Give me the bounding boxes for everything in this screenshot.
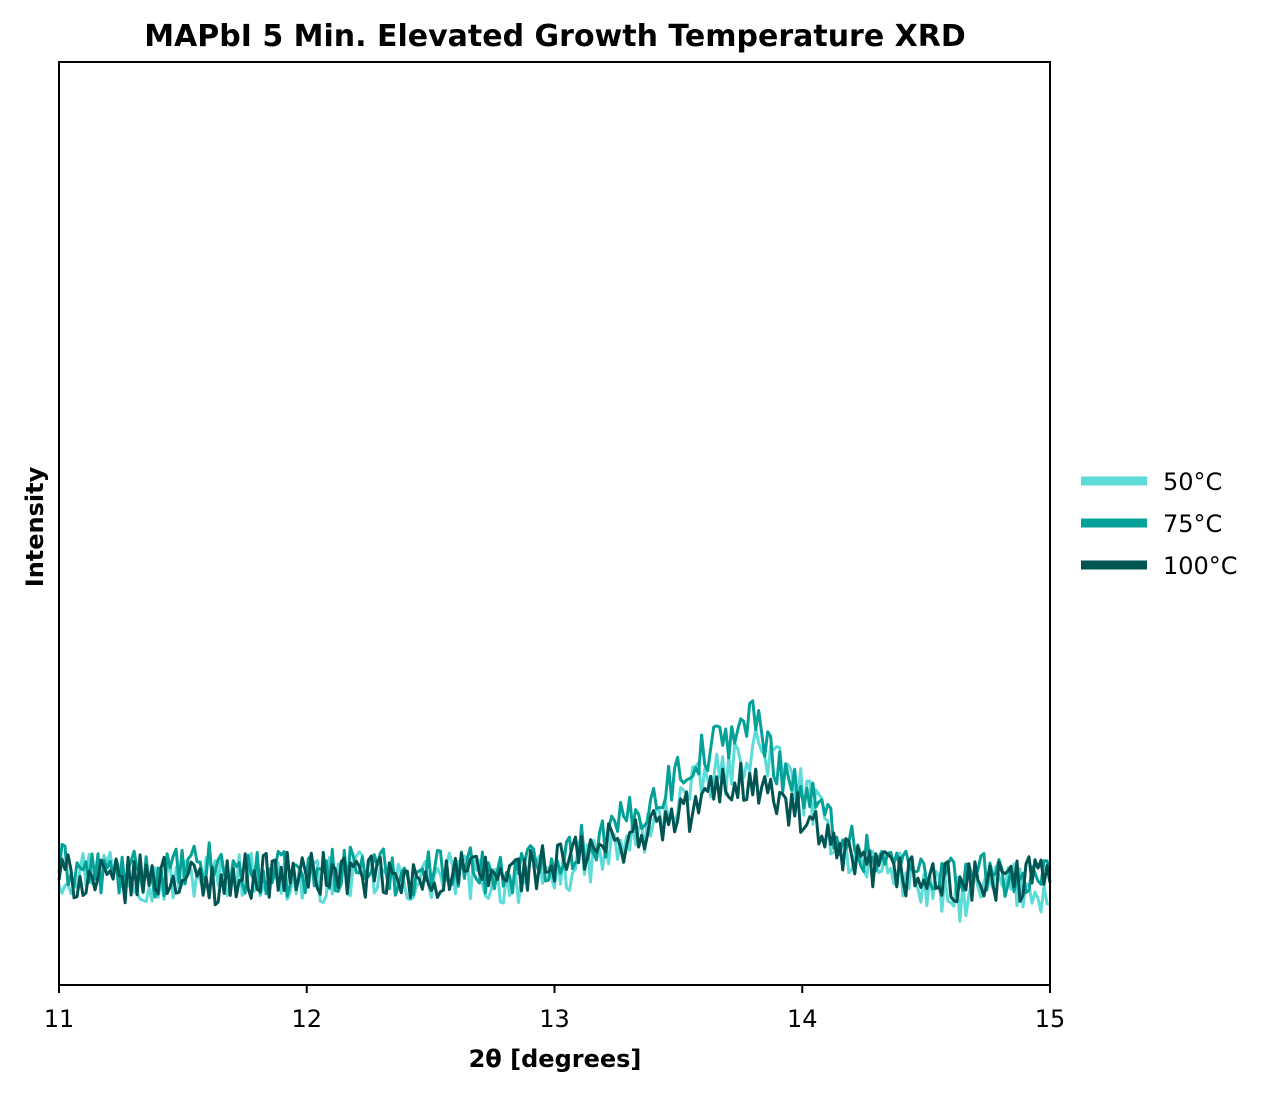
legend-label: 100°C [1163,552,1238,580]
legend-label: 50°C [1163,468,1222,496]
x-tick-label: 14 [787,1005,818,1033]
series-layer [57,699,1052,923]
x-tick-label: 13 [539,1005,570,1033]
x-tick-label: 15 [1035,1005,1066,1033]
legend-label: 75°C [1163,510,1222,538]
y-axis-label: Intensity [21,466,49,587]
legend: 50°C 75°C 100°C [1081,468,1238,580]
chart-title: MAPbI 5 Min. Elevated Growth Temperature… [144,19,966,54]
series-line-3 [57,761,1052,907]
x-axis-ticks: 11 12 13 14 15 [44,985,1066,1033]
x-tick-label: 11 [44,1005,75,1033]
x-axis-label: 2θ [degrees] [469,1045,642,1073]
x-tick-label: 12 [291,1005,322,1033]
